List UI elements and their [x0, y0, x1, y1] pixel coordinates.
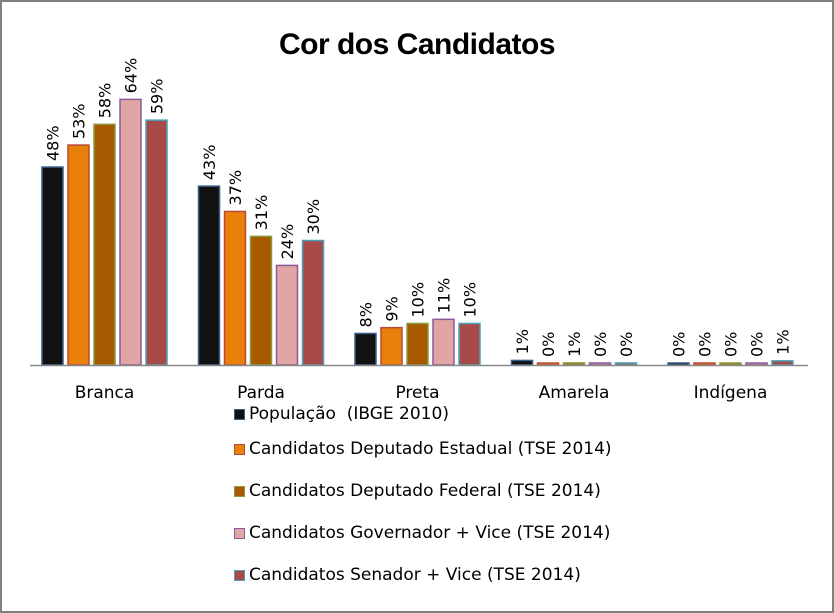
- legend: População (IBGE 2010) Candidatos Deputado…: [234, 400, 612, 596]
- data-label: 53%: [70, 103, 89, 139]
- data-label: 0%: [696, 332, 715, 357]
- data-label: 48%: [44, 125, 63, 161]
- legend-swatch: [234, 443, 245, 455]
- bar-parda-series-2: [223, 210, 247, 366]
- bar-amarela-series-1: [510, 359, 534, 366]
- bar-amarela-series-3: [562, 362, 586, 366]
- legend-item: População (IBGE 2010): [234, 400, 612, 428]
- bar-indígena-series-2: [693, 362, 716, 366]
- data-label: 58%: [96, 83, 115, 119]
- bar-preta-series-3: [406, 322, 429, 366]
- bar-parda-series-5: [301, 239, 325, 366]
- legend-item: Candidatos Governador + Vice (TSE 2014): [234, 512, 612, 554]
- chart-title: Cor dos Candidatos: [278, 28, 556, 61]
- bar-preta-series-4: [432, 318, 455, 366]
- bar-amarela-series-2: [536, 362, 560, 366]
- data-label: 10%: [409, 282, 428, 318]
- bar-branca-series-2: [67, 144, 90, 366]
- data-label: 0%: [748, 332, 767, 357]
- bar-branca-series-3: [93, 123, 116, 366]
- legend-swatch: [234, 485, 245, 497]
- legend-label: População (IBGE 2010): [249, 404, 449, 424]
- bar-preta-series-1: [354, 332, 377, 366]
- data-label: 24%: [278, 224, 297, 260]
- bar-amarela-series-5: [614, 362, 638, 366]
- legend-swatch: [234, 527, 245, 539]
- legend-swatch: [234, 408, 245, 420]
- x-tick-label: Branca: [75, 383, 135, 403]
- data-label: 11%: [435, 278, 454, 314]
- bar-branca-series-1: [41, 166, 64, 366]
- data-label: 0%: [539, 332, 558, 357]
- data-label: 0%: [617, 332, 636, 357]
- data-label: 9%: [383, 296, 402, 321]
- data-label: 1%: [774, 329, 793, 354]
- x-tick-label: Amarela: [539, 383, 610, 403]
- legend-label: Candidatos Deputado Federal (TSE 2014): [249, 481, 601, 501]
- bar-amarela-series-4: [588, 362, 612, 366]
- bar-indígena-series-3: [719, 362, 742, 366]
- data-label: 1%: [513, 329, 532, 354]
- legend-label: Candidatos Deputado Estadual (TSE 2014): [249, 439, 612, 459]
- data-label: 64%: [122, 58, 141, 94]
- x-tick-label: Preta: [395, 383, 439, 403]
- bar-indígena-series-1: [667, 362, 690, 366]
- bar-preta-series-5: [458, 322, 481, 366]
- data-label: 1%: [565, 332, 584, 357]
- data-label: 30%: [304, 199, 323, 235]
- bars-layer: [41, 98, 794, 366]
- bar-branca-series-4: [119, 98, 142, 366]
- data-label: 10%: [461, 282, 480, 318]
- data-labels-layer: 48% 53% 58% 64% 59% 43% 37% 31% 24% 30% 8% 9% 10% 11%…: [44, 58, 793, 357]
- x-tick-label: Parda: [237, 383, 285, 403]
- x-tick-label: Indígena: [694, 383, 768, 403]
- legend-label: Candidatos Governador + Vice (TSE 2014): [249, 523, 611, 543]
- data-label: 43%: [200, 145, 219, 181]
- data-label: 31%: [252, 195, 271, 231]
- data-label: 0%: [670, 332, 689, 357]
- bar-preta-series-2: [380, 326, 403, 366]
- legend-item: Candidatos Deputado Federal (TSE 2014): [234, 470, 612, 512]
- x-tick-labels-layer: Branca Parda Preta Amarela Indígena: [75, 383, 768, 403]
- data-label: 59%: [148, 79, 167, 115]
- bar-parda-series-3: [249, 235, 273, 366]
- bar-branca-series-5: [145, 119, 168, 366]
- data-label: 0%: [722, 332, 741, 357]
- bar-parda-series-1: [197, 185, 221, 366]
- legend-item: Candidatos Senador + Vice (TSE 2014): [234, 554, 612, 596]
- data-label: 37%: [226, 170, 245, 206]
- data-label: 0%: [591, 332, 610, 357]
- bar-indígena-series-5: [771, 360, 794, 366]
- data-label: 8%: [357, 302, 376, 327]
- legend-swatch: [234, 569, 245, 581]
- legend-label: Candidatos Senador + Vice (TSE 2014): [249, 565, 581, 585]
- bar-indígena-series-4: [745, 362, 768, 366]
- bar-parda-series-4: [275, 264, 299, 366]
- legend-item: Candidatos Deputado Estadual (TSE 2014): [234, 428, 612, 470]
